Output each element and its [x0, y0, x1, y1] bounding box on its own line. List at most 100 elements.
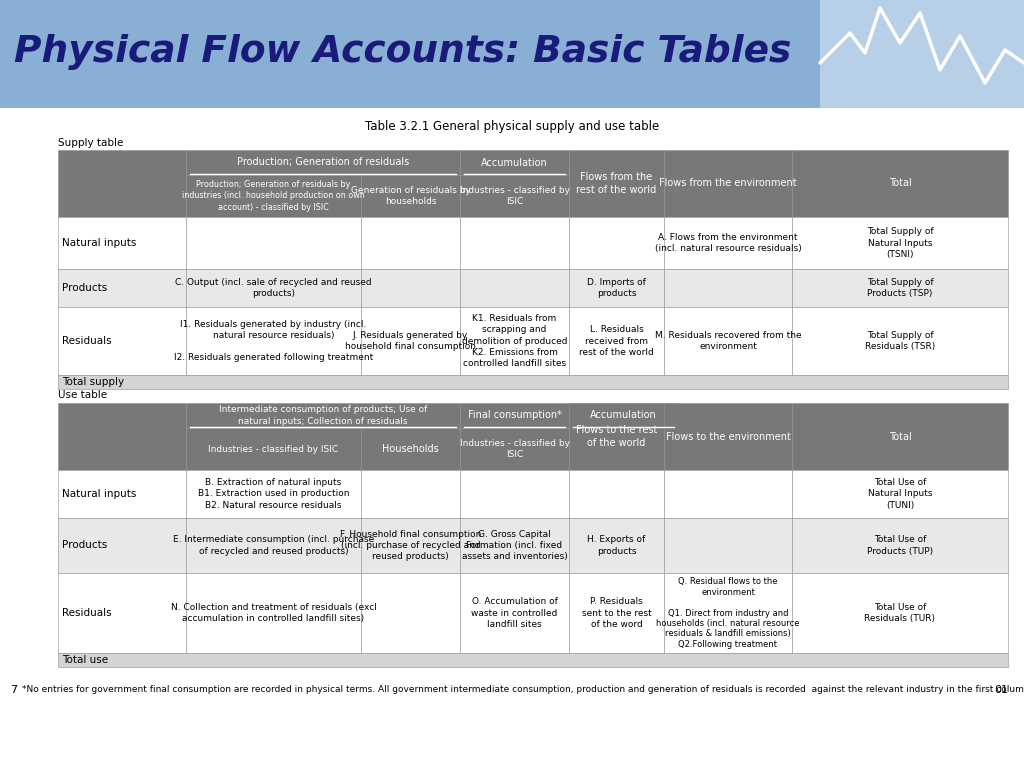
Bar: [664, 307, 792, 375]
Text: Industries - classified by
ISIC: Industries - classified by ISIC: [460, 186, 569, 206]
Bar: [569, 403, 678, 428]
Text: Total Supply of
Natural Inputs
(TSNI): Total Supply of Natural Inputs (TSNI): [866, 227, 933, 259]
Bar: [58, 403, 186, 470]
Text: Flows from the environment: Flows from the environment: [659, 178, 797, 188]
Text: Table 3.2.1 General physical supply and use table: Table 3.2.1 General physical supply and …: [365, 120, 659, 133]
Bar: [186, 269, 361, 307]
Bar: [58, 269, 186, 307]
Text: Total supply: Total supply: [62, 377, 124, 387]
Text: Industries - classified by
ISIC: Industries - classified by ISIC: [460, 439, 569, 459]
Text: Products: Products: [62, 283, 108, 293]
Bar: [664, 518, 792, 573]
Text: Production; Generation of residuals by
industries (incl. household production on: Production; Generation of residuals by i…: [182, 180, 365, 212]
Bar: [361, 573, 460, 653]
Bar: [361, 518, 460, 573]
Bar: [792, 217, 1008, 269]
Bar: [664, 150, 792, 217]
Bar: [792, 269, 1008, 307]
Bar: [569, 269, 664, 307]
Bar: [569, 217, 664, 269]
Bar: [460, 307, 569, 375]
Text: Production; Generation of residuals: Production; Generation of residuals: [237, 157, 410, 167]
Bar: [792, 150, 1008, 217]
Text: F. Household final consumption
(incl. purchase of recycled and
reused products): F. Household final consumption (incl. pu…: [340, 530, 481, 561]
Text: Accumulation: Accumulation: [481, 157, 548, 167]
Bar: [186, 518, 361, 573]
Bar: [186, 573, 361, 653]
Bar: [58, 518, 186, 573]
Bar: [186, 428, 361, 470]
Text: Products: Products: [62, 541, 108, 551]
Bar: [792, 307, 1008, 375]
Text: G. Gross Capital
Formation (incl. fixed
assets and inventories): G. Gross Capital Formation (incl. fixed …: [462, 530, 567, 561]
Bar: [0, 0, 1024, 108]
Bar: [569, 403, 664, 470]
Text: Total Supply of
Products (TSP): Total Supply of Products (TSP): [866, 278, 933, 298]
Text: J. Residuals generated by
household final consumption: J. Residuals generated by household fina…: [345, 331, 476, 351]
Bar: [569, 518, 664, 573]
Text: Residuals: Residuals: [62, 336, 112, 346]
Text: I1. Residuals generated by industry (incl.
natural resource residuals)

I2. Resi: I1. Residuals generated by industry (inc…: [174, 319, 373, 362]
Bar: [361, 217, 460, 269]
Text: Residuals: Residuals: [62, 608, 112, 618]
Bar: [186, 217, 361, 269]
Bar: [792, 403, 1008, 470]
Bar: [664, 269, 792, 307]
Text: H. Exports of
products: H. Exports of products: [588, 535, 645, 555]
Text: Final consumption*: Final consumption*: [468, 411, 561, 421]
Text: Total Use of
Natural Inputs
(TUNI): Total Use of Natural Inputs (TUNI): [867, 478, 932, 510]
Bar: [58, 307, 186, 375]
Bar: [0, 0, 820, 108]
Bar: [58, 653, 1008, 667]
Bar: [361, 175, 460, 217]
Text: 01: 01: [994, 685, 1008, 695]
Bar: [664, 217, 792, 269]
Bar: [361, 307, 460, 375]
Text: L. Residuals
received from
rest of the world: L. Residuals received from rest of the w…: [580, 326, 654, 356]
Bar: [460, 269, 569, 307]
Text: O. Accumulation of
waste in controlled
landfill sites: O. Accumulation of waste in controlled l…: [471, 598, 558, 628]
Text: N. Collection and treatment of residuals (excl
accumulation in controlled landfi: N. Collection and treatment of residuals…: [171, 603, 377, 623]
Bar: [361, 470, 460, 518]
Bar: [186, 403, 460, 428]
Text: Use table: Use table: [58, 390, 108, 400]
Bar: [569, 573, 664, 653]
Bar: [792, 573, 1008, 653]
Bar: [58, 150, 186, 217]
Text: E. Intermediate consumption (incl. purchase
of recycled and reused products): E. Intermediate consumption (incl. purch…: [173, 535, 374, 555]
Text: Generation of residuals by
households: Generation of residuals by households: [350, 186, 470, 206]
Text: Flows from the
rest of the world: Flows from the rest of the world: [577, 172, 656, 195]
Bar: [460, 175, 569, 217]
Text: Total Use of
Products (TUP): Total Use of Products (TUP): [867, 535, 933, 555]
Bar: [569, 307, 664, 375]
Bar: [58, 573, 186, 653]
Text: A. Flows from the environment
(incl. natural resource residuals): A. Flows from the environment (incl. nat…: [654, 233, 802, 253]
Bar: [186, 470, 361, 518]
Bar: [58, 470, 186, 518]
Text: Q. Residual flows to the
environment

Q1. Direct from industry and
households (i: Q. Residual flows to the environment Q1.…: [656, 578, 800, 649]
Bar: [664, 470, 792, 518]
Bar: [186, 175, 361, 217]
Bar: [792, 470, 1008, 518]
Bar: [361, 269, 460, 307]
Text: Physical Flow Accounts: Basic Tables: Physical Flow Accounts: Basic Tables: [14, 34, 792, 70]
Text: Natural inputs: Natural inputs: [62, 489, 136, 499]
Bar: [460, 403, 569, 428]
Bar: [664, 403, 792, 470]
Text: C. Output (incl. sale of recycled and reused
products): C. Output (incl. sale of recycled and re…: [175, 278, 372, 298]
Bar: [460, 428, 569, 470]
Text: Accumulation: Accumulation: [590, 411, 656, 421]
Text: Households: Households: [382, 444, 439, 454]
Text: Total use: Total use: [62, 655, 109, 665]
Text: Total: Total: [889, 432, 911, 442]
Text: D. Imports of
products: D. Imports of products: [587, 278, 646, 298]
Text: M. Residuals recovered from the
environment: M. Residuals recovered from the environm…: [654, 331, 802, 351]
Text: B. Extraction of natural inputs
B1. Extraction used in production
B2. Natural re: B. Extraction of natural inputs B1. Extr…: [198, 478, 349, 510]
Text: Natural inputs: Natural inputs: [62, 238, 136, 248]
Text: Total Supply of
Residuals (TSR): Total Supply of Residuals (TSR): [865, 331, 935, 351]
Text: K1. Residuals from
scrapping and
demolition of produced
K2. Emissions from
contr: K1. Residuals from scrapping and demolit…: [462, 314, 567, 368]
Bar: [569, 470, 664, 518]
Bar: [186, 307, 361, 375]
Bar: [792, 518, 1008, 573]
Bar: [58, 217, 186, 269]
